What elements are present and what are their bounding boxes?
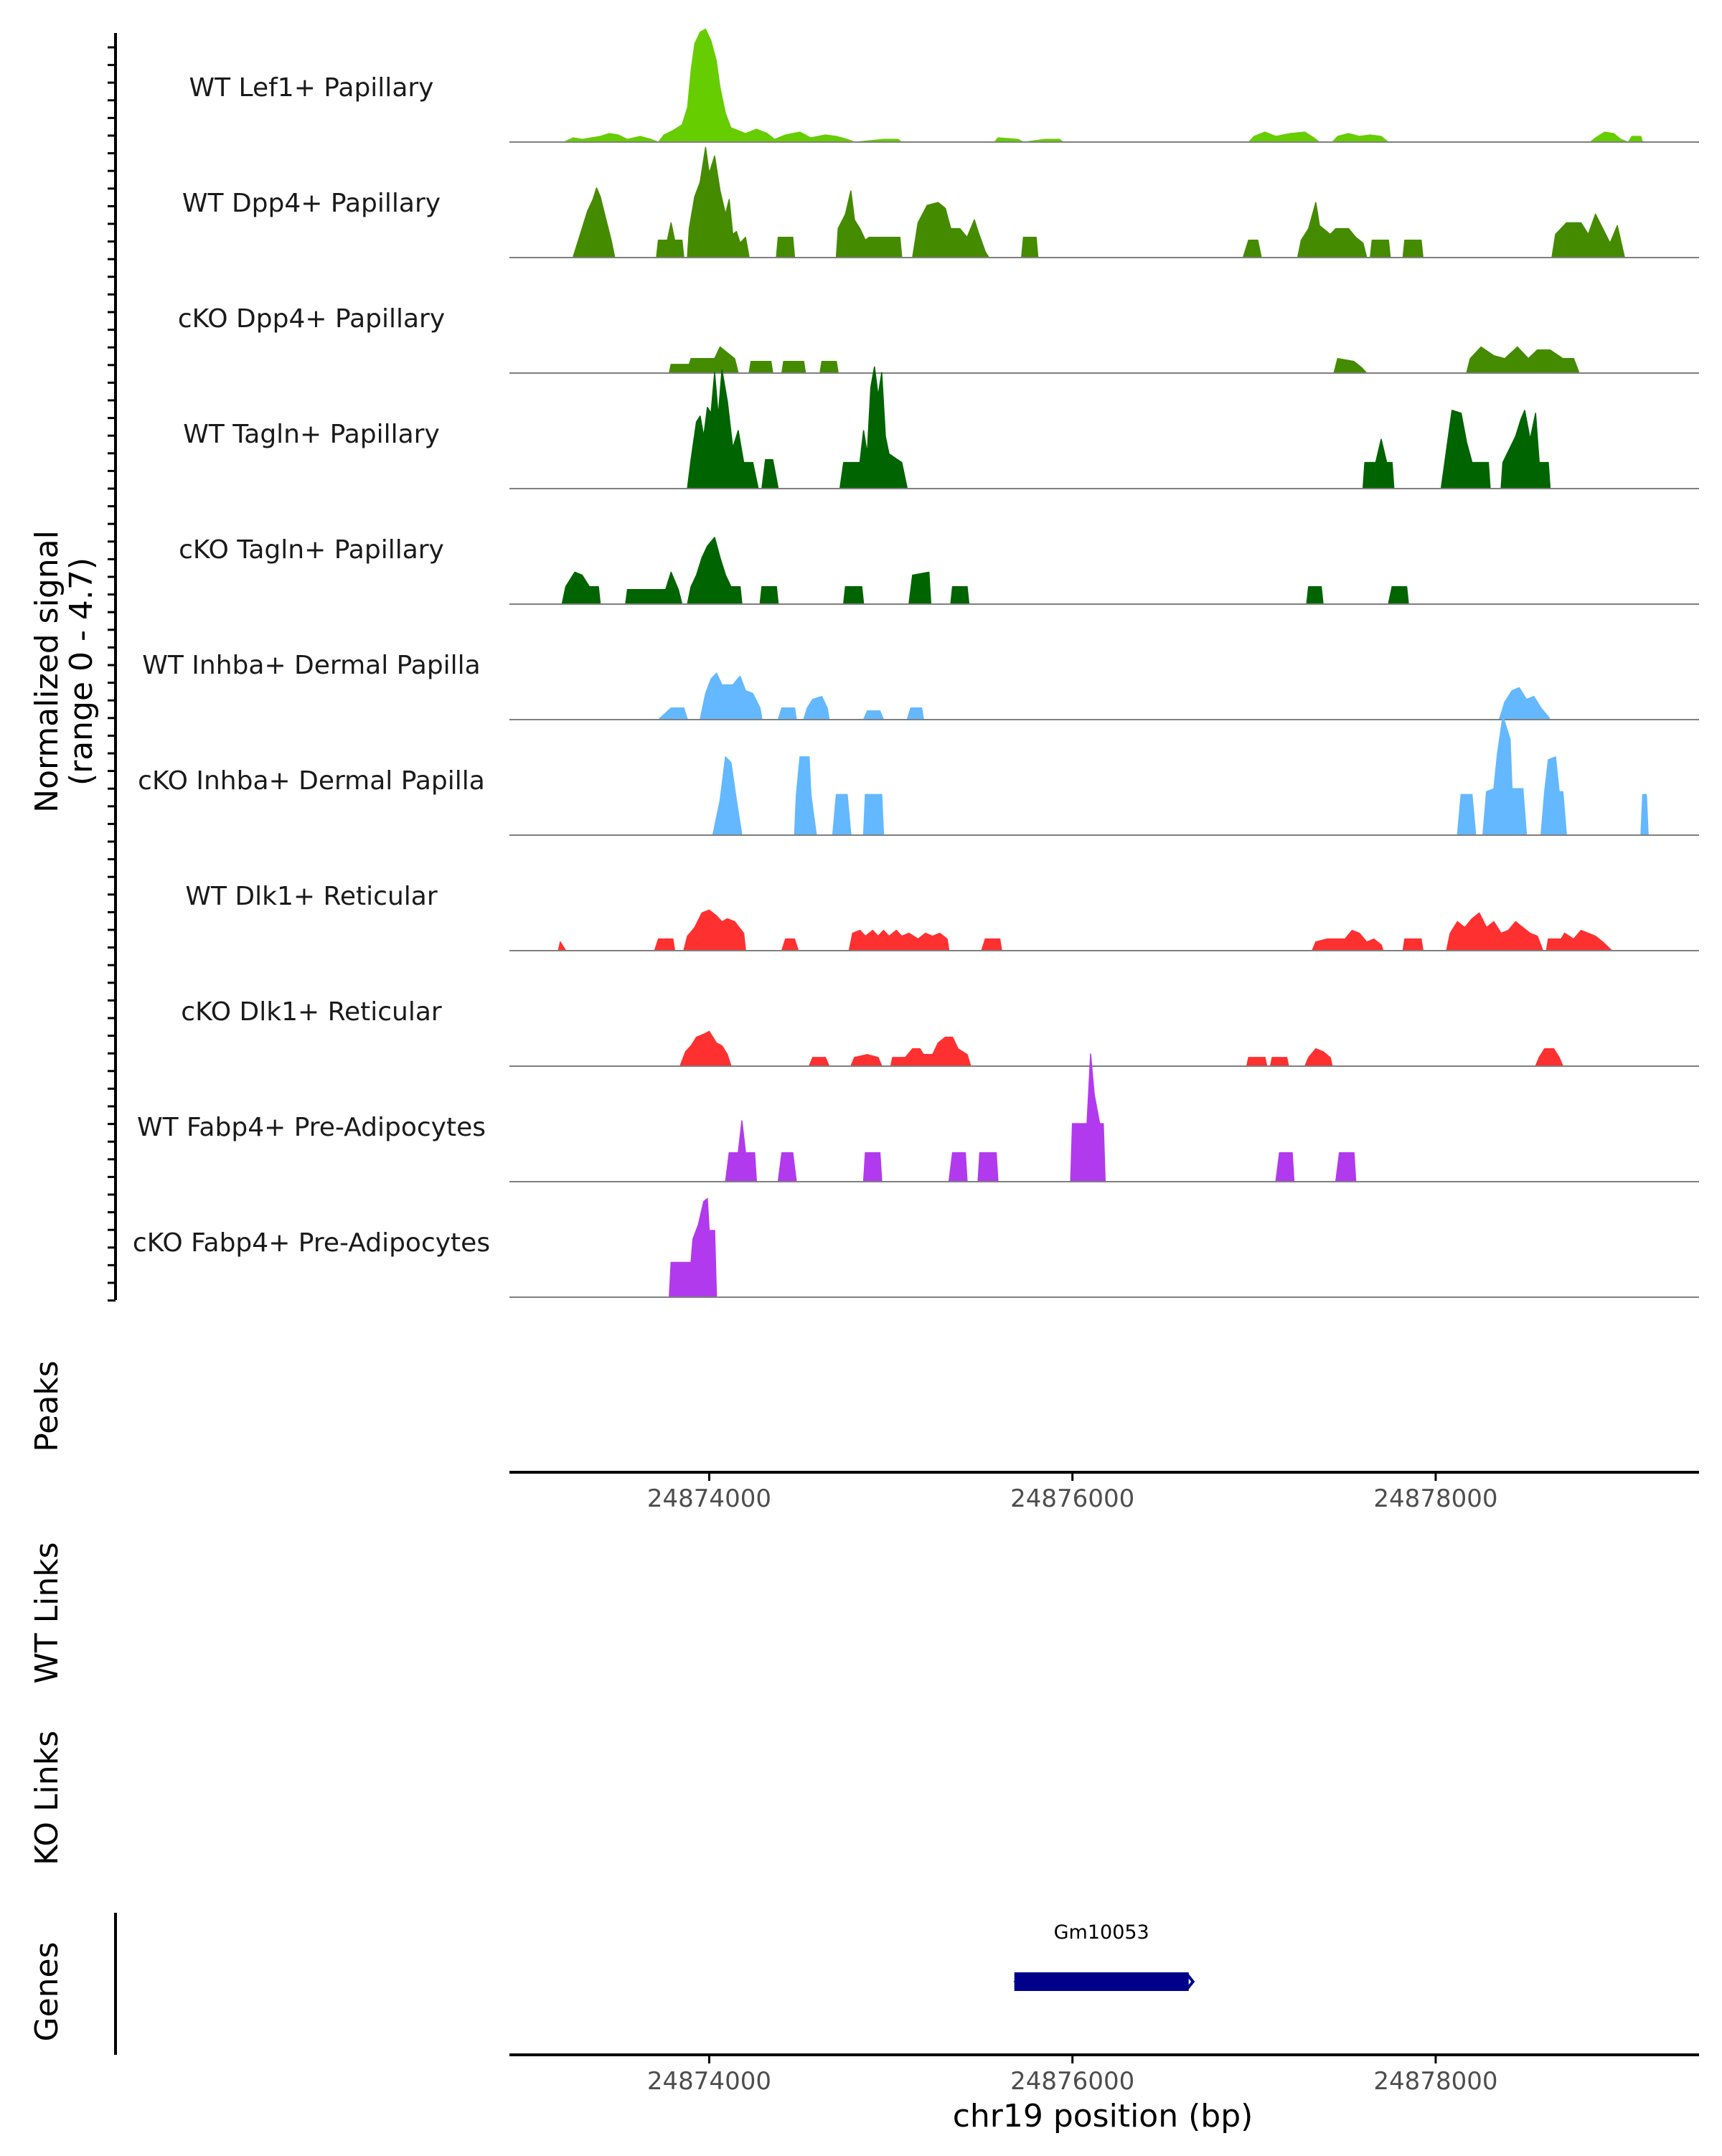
track-cko-dlk1-reticular: cKO Dlk1+ Reticular xyxy=(181,997,1699,1067)
x-tick-label: 24876000 xyxy=(1010,1484,1134,1513)
genes-x-axis: 24874000 24876000 24878000 xyxy=(647,2055,1497,2096)
x-tick-label: 24878000 xyxy=(1373,1484,1497,1513)
track-label: WT Fabp4+ Pre-Adipocytes xyxy=(137,1113,486,1142)
wt-links-track-title: WT Links xyxy=(29,1542,65,1683)
track-cko-tagln-papillary: cKO Tagln+ Papillary xyxy=(179,535,1699,605)
coverage-area xyxy=(557,909,1613,951)
gene-end-icon xyxy=(1186,1973,1195,1990)
track-cko-inhba-dermal-papilla: cKO Inhba+ Dermal Papilla xyxy=(138,715,1699,836)
track-label: cKO Tagln+ Papillary xyxy=(179,535,444,565)
x-axis-title: chr19 position (bp) xyxy=(953,2098,1253,2134)
coverage-area xyxy=(679,1030,1563,1067)
track-label: WT Tagln+ Papillary xyxy=(183,420,440,449)
track-label: cKO Dlk1+ Reticular xyxy=(181,997,442,1027)
gene-body xyxy=(1014,1972,1189,1991)
y-axis-title-line2: (range 0 - 4.7) xyxy=(63,557,100,786)
track-label: WT Lef1+ Papillary xyxy=(189,73,434,103)
coverage-area xyxy=(669,346,1584,374)
track-wt-fabp4-pre-adipocytes: WT Fabp4+ Pre-Adipocytes xyxy=(137,1053,1699,1182)
track-wt-dlk1-reticular: WT Dlk1+ Reticular xyxy=(185,882,1699,951)
track-cko-fabp4-pre-adipocytes: cKO Fabp4+ Pre-Adipocytes xyxy=(133,1197,1699,1298)
x-tick-label: 24876000 xyxy=(1010,2067,1134,2096)
strand-arrow-icon xyxy=(1013,1973,1025,1990)
coverage-area xyxy=(657,672,1551,720)
track-cko-dpp4-papillary: cKO Dpp4+ Papillary xyxy=(178,304,1699,374)
gene-annotations: Gm10053 xyxy=(1013,1921,1195,1991)
track-label: cKO Dpp4+ Papillary xyxy=(178,304,445,334)
track-label: WT Dlk1+ Reticular xyxy=(185,882,437,911)
track-wt-dpp4-papillary: WT Dpp4+ Papillary xyxy=(182,146,1699,258)
signal-tracks: WT Lef1+ Papillary WT Dpp4+ Papillary cKO … xyxy=(133,28,1699,1298)
peaks-x-axis: 24874000 24876000 24878000 xyxy=(647,1472,1497,1513)
coverage-area xyxy=(712,715,1649,836)
track-label: cKO Fabp4+ Pre-Adipocytes xyxy=(133,1228,490,1258)
track-wt-lef1-papillary: WT Lef1+ Papillary xyxy=(189,28,1699,143)
genes-track-title: Genes xyxy=(29,1941,65,2041)
gene-label: Gm10053 xyxy=(1054,1921,1149,1944)
y-axis-title-line1: Normalized signal xyxy=(29,530,65,813)
x-tick-label: 24874000 xyxy=(647,1484,771,1513)
coverage-area xyxy=(669,1197,718,1298)
gene-gm10053: Gm10053 xyxy=(1013,1921,1195,1991)
x-tick-label: 24874000 xyxy=(647,2067,771,2096)
track-wt-inhba-dermal-papilla: WT Inhba+ Dermal Papilla xyxy=(142,651,1699,720)
track-label: cKO Inhba+ Dermal Papilla xyxy=(138,766,485,796)
track-label: WT Dpp4+ Papillary xyxy=(182,189,441,218)
x-tick-label: 24878000 xyxy=(1373,2067,1497,2096)
coverage-area xyxy=(687,366,1551,489)
ko-links-track-title: KO Links xyxy=(29,1731,65,1865)
peaks-track-title: Peaks xyxy=(29,1360,65,1451)
coverage-area xyxy=(563,28,1643,143)
track-wt-tagln-papillary: WT Tagln+ Papillary xyxy=(183,366,1699,489)
track-label: WT Inhba+ Dermal Papilla xyxy=(142,651,480,680)
